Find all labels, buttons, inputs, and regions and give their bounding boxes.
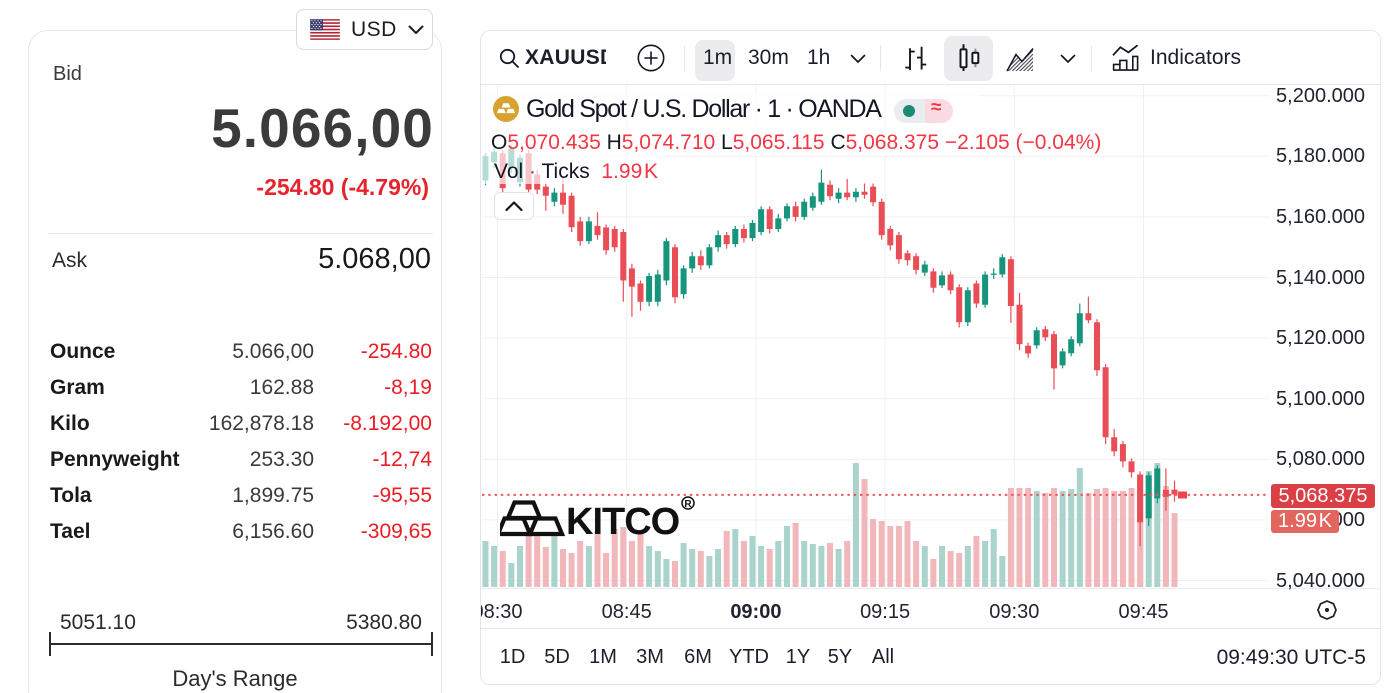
svg-text:R: R — [684, 499, 692, 510]
svg-text:KITCO: KITCO — [566, 501, 679, 538]
